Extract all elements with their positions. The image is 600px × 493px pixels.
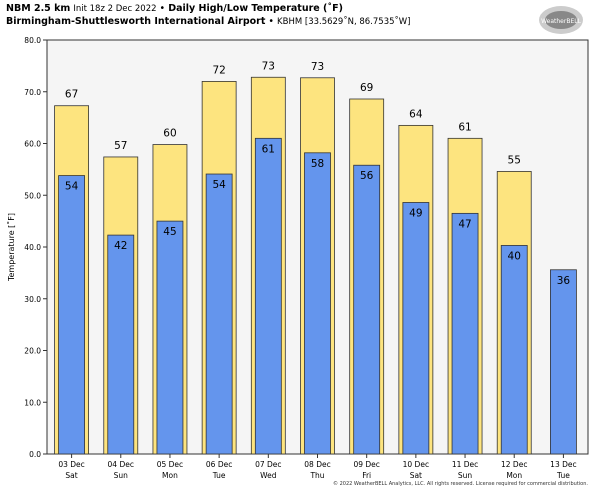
x-tick-date: 10 Dec bbox=[403, 460, 429, 469]
low-bar bbox=[451, 212, 479, 455]
y-tick-label: 70.0 bbox=[24, 88, 41, 97]
y-axis-label: Temperature [˚F] bbox=[6, 213, 16, 282]
x-tick-day: Sat bbox=[410, 471, 422, 480]
high-label: 64 bbox=[409, 108, 423, 120]
y-tick-label: 30.0 bbox=[24, 295, 41, 304]
high-label: 73 bbox=[262, 60, 275, 72]
high-label: 57 bbox=[114, 140, 127, 152]
high-label: 61 bbox=[458, 121, 471, 133]
low-bar bbox=[402, 202, 430, 455]
x-tick-day: Sun bbox=[458, 471, 473, 480]
svg-text:WeatherBELL: WeatherBELL bbox=[541, 18, 582, 25]
low-label: 54 bbox=[65, 181, 79, 193]
low-bar bbox=[156, 220, 184, 455]
x-tick-date: 05 Dec bbox=[157, 460, 183, 469]
x-tick-day: Tue bbox=[212, 471, 226, 480]
low-label: 58 bbox=[311, 158, 324, 170]
y-tick-label: 20.0 bbox=[24, 347, 41, 356]
y-tick-label: 10.0 bbox=[24, 398, 41, 407]
y-tick-label: 40.0 bbox=[24, 243, 41, 252]
x-tick-day: Wed bbox=[260, 471, 277, 480]
low-bar bbox=[254, 137, 282, 455]
x-tick-day: Fri bbox=[362, 471, 371, 480]
low-bar bbox=[304, 152, 331, 455]
title-line-1: NBM 2.5 km Init 18z 2 Dec 2022 • Daily H… bbox=[6, 3, 343, 14]
high-label: 60 bbox=[163, 128, 176, 140]
high-label: 73 bbox=[311, 61, 324, 73]
y-tick-label: 0.0 bbox=[29, 450, 41, 459]
low-label: 45 bbox=[163, 226, 176, 238]
x-tick-date: 08 Dec bbox=[304, 460, 330, 469]
low-label: 61 bbox=[262, 143, 275, 155]
x-tick-date: 06 Dec bbox=[206, 460, 232, 469]
y-tick-label: 60.0 bbox=[24, 140, 41, 149]
high-label: 67 bbox=[65, 89, 78, 101]
low-label: 40 bbox=[508, 250, 521, 262]
x-tick-day: Mon bbox=[162, 471, 178, 480]
title-line-2: Birmingham-Shuttlesworth International A… bbox=[6, 16, 411, 27]
low-label: 36 bbox=[557, 275, 571, 287]
high-label: 72 bbox=[212, 64, 225, 76]
high-label: 55 bbox=[508, 154, 521, 166]
x-tick-date: 09 Dec bbox=[353, 460, 379, 469]
low-bar bbox=[353, 164, 381, 455]
low-bar bbox=[205, 173, 233, 455]
low-label: 47 bbox=[458, 218, 471, 230]
y-tick-label: 50.0 bbox=[24, 191, 41, 200]
x-tick-day: Sat bbox=[65, 471, 77, 480]
low-bar bbox=[500, 245, 528, 455]
x-tick-date: 07 Dec bbox=[255, 460, 281, 469]
x-tick-date: 04 Dec bbox=[108, 460, 134, 469]
x-tick-date: 12 Dec bbox=[501, 460, 527, 469]
x-tick-day: Thu bbox=[309, 471, 324, 480]
low-label: 49 bbox=[409, 207, 422, 219]
low-label: 54 bbox=[212, 179, 226, 191]
low-label: 56 bbox=[360, 170, 374, 182]
weatherbell-logo: WeatherBELL bbox=[539, 6, 583, 34]
low-bar bbox=[550, 269, 577, 455]
x-tick-day: Sun bbox=[114, 471, 129, 480]
bar-chart: 0.0 10.0 20.0 30.0 40.0 50.0 60.0 70.0 80.0 Tempe… bbox=[6, 36, 589, 480]
low-bar bbox=[107, 234, 135, 455]
low-bar bbox=[58, 175, 85, 455]
low-label: 42 bbox=[114, 240, 127, 252]
y-tick-label: 80.0 bbox=[24, 36, 41, 45]
x-tick-date: 13 Dec bbox=[550, 460, 576, 469]
copyright: © 2022 WeatherBELL Analytics, LLC. All r… bbox=[333, 481, 588, 487]
x-tick-date: 11 Dec bbox=[452, 460, 478, 469]
x-tick-day: Tue bbox=[556, 471, 570, 480]
high-label: 69 bbox=[360, 82, 373, 94]
x-tick-date: 03 Dec bbox=[58, 460, 84, 469]
x-tick-day: Mon bbox=[506, 471, 522, 480]
